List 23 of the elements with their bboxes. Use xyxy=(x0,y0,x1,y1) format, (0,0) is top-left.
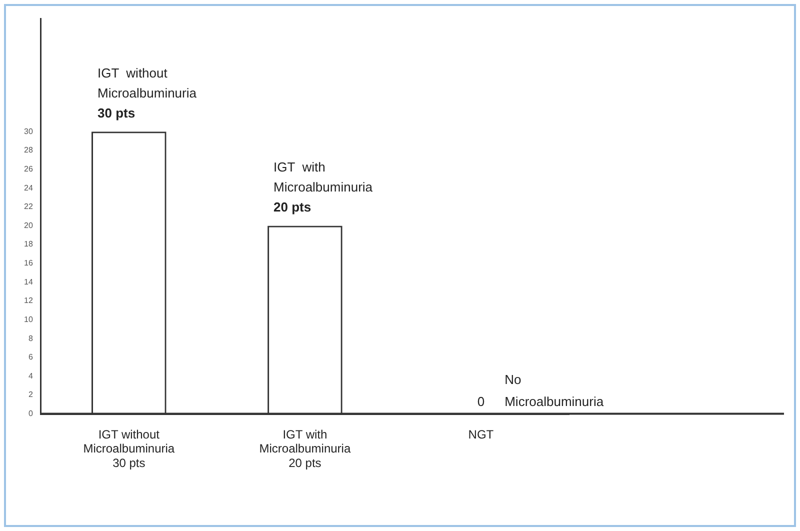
y-tick-label: 24 xyxy=(24,183,34,192)
y-tick-label: 30 xyxy=(24,126,34,136)
y-tick-label: 0 xyxy=(28,409,34,418)
y-tick-label: 12 xyxy=(24,296,34,306)
y-tick-label: 26 xyxy=(24,164,34,174)
data-label: 0 xyxy=(477,394,485,409)
y-tick-label: 4 xyxy=(28,371,34,380)
annotation: No Microalbuminuria xyxy=(504,372,604,409)
y-tick-label: 28 xyxy=(24,146,34,155)
data-label: IGT with Microalbuminuria 20 pts xyxy=(274,160,374,215)
data-label: IGT without Microalbuminuria 30 pts xyxy=(98,66,198,121)
y-tick-label: 20 xyxy=(24,220,34,230)
x-tick-label: NGT xyxy=(468,427,494,442)
y-tick-label: 6 xyxy=(28,352,34,362)
y-tick-label: 18 xyxy=(24,240,34,249)
y-tick-label: 14 xyxy=(24,277,34,286)
y-tick-label: 8 xyxy=(28,334,34,343)
y-tick-label: 2 xyxy=(28,390,34,400)
x-tick-label: IGT with Microalbuminuria 20 pts xyxy=(259,427,351,470)
y-tick-label: 10 xyxy=(24,314,34,324)
y-tick-label: 22 xyxy=(24,202,34,212)
x-tick-label: IGT without Microalbuminuria 30 pts xyxy=(83,427,175,470)
y-tick-label: 16 xyxy=(24,258,34,268)
